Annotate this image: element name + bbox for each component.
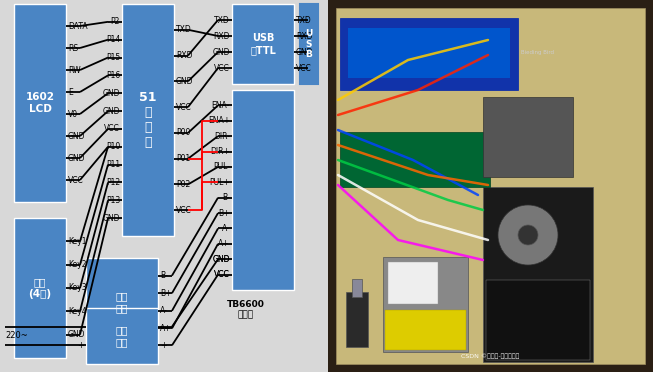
Text: P12: P12 [106, 178, 120, 187]
Circle shape [518, 225, 538, 245]
Text: ENA-: ENA- [212, 101, 230, 110]
Bar [348, 28, 510, 78]
Text: V0: V0 [68, 109, 78, 119]
Text: B-: B- [222, 193, 230, 202]
Bar [483, 97, 573, 177]
Text: GND: GND [68, 131, 86, 141]
Text: P00: P00 [176, 128, 191, 137]
Bar [14, 218, 66, 358]
Bar [232, 4, 294, 84]
Bar [232, 90, 294, 290]
Text: VCC: VCC [214, 270, 230, 279]
Text: GND: GND [212, 255, 230, 264]
Bar [483, 187, 593, 362]
Text: Key4: Key4 [68, 307, 87, 316]
Text: GND: GND [103, 214, 120, 223]
Text: TXD: TXD [296, 16, 311, 25]
Text: GND: GND [103, 89, 120, 98]
Text: VCC: VCC [68, 176, 84, 185]
Text: +: + [160, 341, 167, 350]
Text: A+: A+ [218, 239, 230, 248]
Text: DIR-: DIR- [214, 132, 230, 141]
Text: 按键
(4位): 按键 (4位) [29, 277, 52, 299]
Text: ENA+: ENA+ [208, 116, 230, 125]
Text: VCC: VCC [176, 206, 192, 215]
Bar [86, 308, 158, 364]
Text: GND: GND [68, 330, 86, 339]
Bar [328, 0, 653, 372]
Text: P15: P15 [106, 53, 120, 62]
Text: VCC: VCC [176, 103, 192, 112]
Text: -: - [81, 322, 84, 331]
Text: E: E [68, 87, 72, 96]
Circle shape [498, 205, 558, 265]
Bar [300, 4, 318, 84]
Text: DATA: DATA [68, 22, 88, 31]
Text: GND: GND [212, 48, 230, 57]
Bar [346, 292, 368, 347]
Text: P11: P11 [106, 160, 120, 169]
Text: P2: P2 [110, 17, 120, 26]
Text: 步进
电机: 步进 电机 [116, 291, 128, 313]
Bar [383, 257, 468, 352]
Text: TXD: TXD [176, 25, 192, 34]
Text: GND: GND [176, 77, 193, 86]
Text: RXD: RXD [214, 32, 230, 41]
Bar [336, 8, 645, 364]
Bar [352, 279, 362, 297]
Bar [486, 280, 590, 360]
Text: TXD: TXD [214, 16, 230, 25]
Text: GND: GND [103, 106, 120, 116]
Text: RXD: RXD [176, 51, 193, 60]
Bar [86, 258, 158, 346]
Text: RW: RW [68, 65, 80, 74]
Text: P16: P16 [106, 71, 120, 80]
Bar [340, 18, 518, 90]
Text: Key1: Key1 [68, 237, 86, 246]
Bar [385, 310, 466, 350]
Text: P14: P14 [106, 35, 120, 44]
Text: TB6600
驱动器: TB6600 驱动器 [227, 300, 265, 320]
Text: P13: P13 [106, 196, 120, 205]
Text: 220~: 220~ [5, 331, 27, 340]
Text: CSDN ©皮皮黄-机电工程师: CSDN ©皮皮黄-机电工程师 [461, 353, 520, 359]
Text: PUL+: PUL+ [209, 178, 230, 187]
Text: B-: B- [160, 271, 168, 280]
Text: VCC: VCC [296, 64, 311, 73]
Text: Bieding Bird: Bieding Bird [522, 49, 554, 55]
Text: Key2: Key2 [68, 260, 86, 269]
Text: 开关
电源: 开关 电源 [116, 325, 128, 347]
Text: VCC: VCC [104, 124, 120, 134]
Text: VCC: VCC [214, 64, 230, 73]
Text: GND: GND [68, 154, 86, 163]
Text: USB
转TTL: USB 转TTL [250, 33, 276, 55]
Text: P01: P01 [176, 154, 190, 163]
Text: P02: P02 [176, 180, 190, 189]
Text: GND: GND [296, 48, 313, 57]
Text: 1602
LCD: 1602 LCD [25, 92, 54, 114]
Text: B+: B+ [160, 289, 172, 298]
Text: PUL-: PUL- [213, 163, 230, 171]
Text: RS: RS [68, 44, 78, 52]
Text: A-: A- [160, 306, 168, 315]
Text: A+: A+ [160, 324, 172, 333]
Text: +: + [77, 341, 84, 350]
Bar [388, 262, 438, 304]
Text: A-: A- [222, 224, 230, 233]
Text: GND: GND [212, 255, 230, 264]
Bar [14, 4, 66, 202]
Text: -: - [160, 322, 163, 331]
Text: P10: P10 [106, 142, 120, 151]
Text: Key3: Key3 [68, 283, 87, 292]
Text: RXD: RXD [296, 32, 313, 41]
Bar [340, 132, 490, 187]
Text: DIR+: DIR+ [210, 147, 230, 156]
Text: VCC: VCC [214, 270, 230, 279]
Text: U
S
B: U S B [306, 29, 313, 59]
Text: 51
单
片
机: 51 单 片 机 [139, 91, 157, 149]
Bar [122, 4, 174, 236]
Text: B+: B+ [219, 209, 230, 218]
